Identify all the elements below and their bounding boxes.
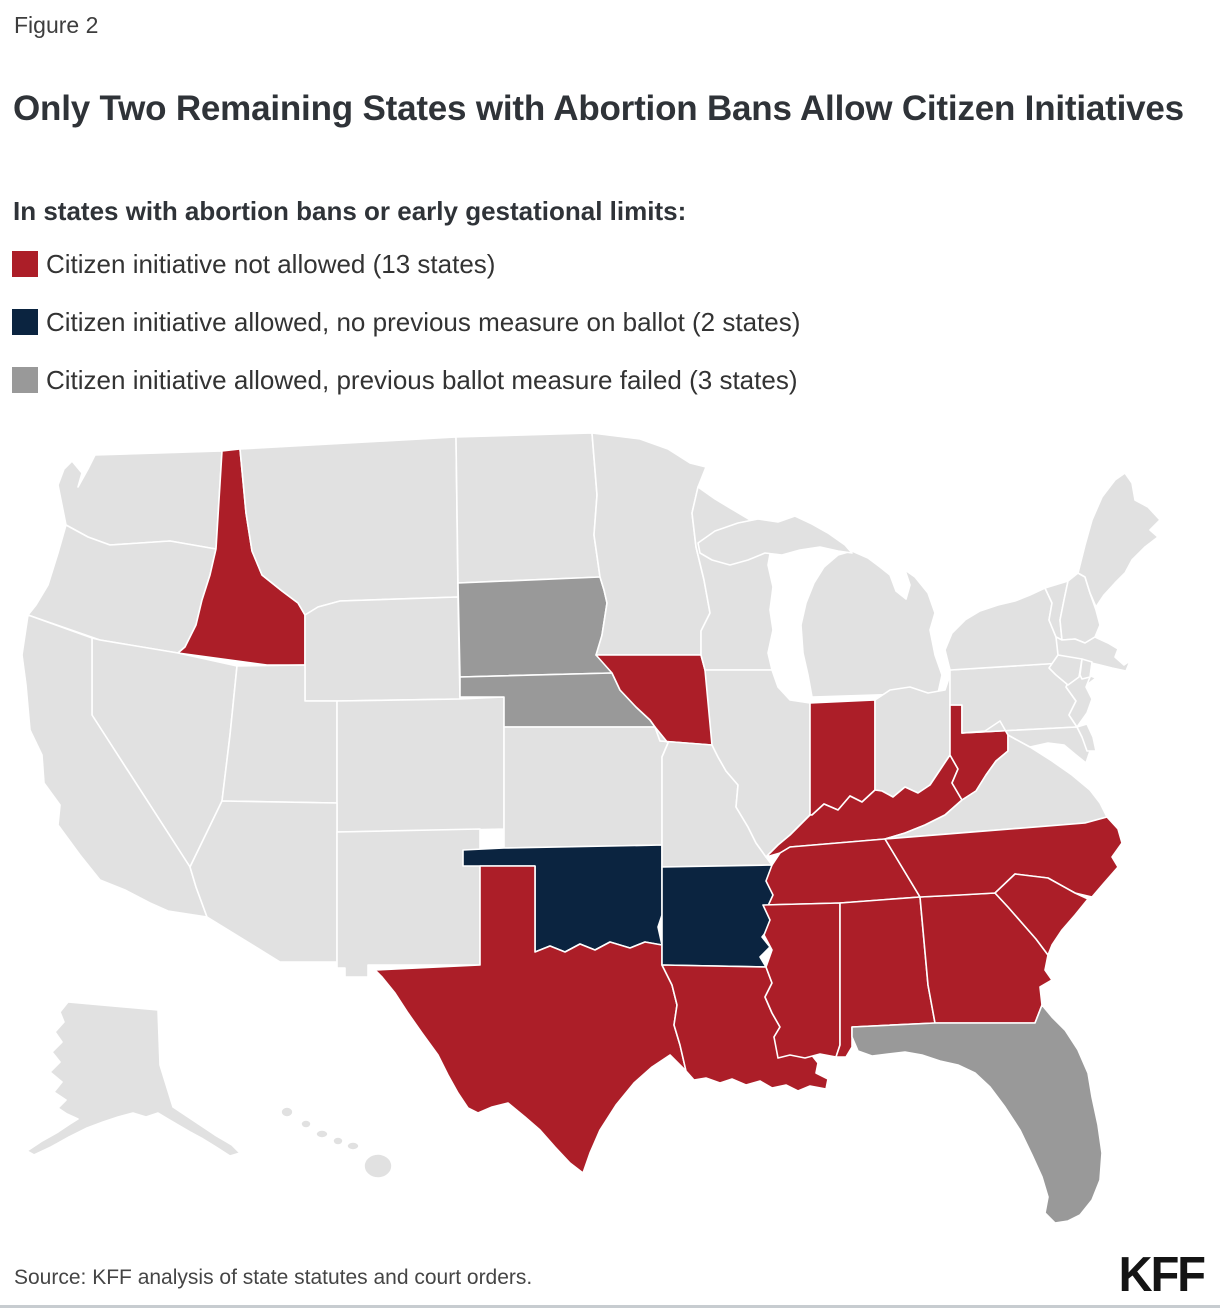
state-IN (809, 699, 876, 816)
state-MI-lower (800, 550, 943, 698)
legend-label: Citizen initiative not allowed (13 state… (46, 248, 496, 279)
state-SC (994, 873, 1089, 956)
state-AZ (189, 800, 338, 963)
legend: Citizen initiative not allowed (13 state… (12, 248, 800, 422)
state-AR (661, 864, 774, 968)
legend-heading: In states with abortion bans or early ge… (13, 196, 687, 226)
state-HI-island (315, 1129, 329, 1139)
legend-label: Citizen initiative allowed, no previous … (46, 306, 801, 337)
figure-label: Figure 2 (14, 12, 99, 38)
state-MA (1055, 636, 1131, 672)
state-HI-big-island (363, 1153, 393, 1179)
kff-logo: KFF (1118, 1245, 1206, 1302)
state-MS (762, 902, 841, 1059)
legend-swatch-navy (12, 309, 38, 335)
state-DE (1076, 723, 1097, 752)
state-ME (1077, 472, 1161, 608)
state-FL (851, 1004, 1103, 1224)
state-MN (591, 432, 711, 656)
legend-item-allowed-no-measure: Citizen initiative allowed, no previous … (12, 306, 800, 338)
state-HI-island (346, 1141, 360, 1151)
state-HI-island (280, 1106, 294, 1118)
legend-item-allowed-measure-failed: Citizen initiative allowed, previous bal… (12, 364, 800, 396)
state-SD (457, 576, 613, 678)
state-KS (503, 726, 669, 849)
state-TX (374, 865, 687, 1174)
figure-title: Only Two Remaining States with Abortion … (13, 89, 1184, 129)
legend-swatch-gray (12, 367, 38, 393)
state-ND (455, 432, 601, 584)
source-note: Source: KFF analysis of state statutes a… (14, 1266, 533, 1289)
state-NM (336, 828, 481, 978)
state-MI-upper (697, 515, 853, 566)
legend-swatch-red (12, 251, 38, 277)
state-WI (691, 486, 774, 671)
bottom-divider (0, 1305, 1220, 1308)
states-group (21, 432, 1161, 1224)
us-choropleth-map (0, 425, 1220, 1237)
legend-item-not-allowed: Citizen initiative not allowed (13 state… (12, 248, 800, 280)
state-AK (26, 1001, 241, 1157)
state-WY (304, 596, 461, 702)
state-HI-island (332, 1136, 344, 1146)
state-CO (336, 696, 505, 833)
state-NC (884, 816, 1123, 898)
legend-label: Citizen initiative allowed, previous bal… (46, 364, 798, 395)
state-RI (1079, 658, 1093, 680)
state-HI-island (300, 1119, 312, 1129)
state-VA (884, 734, 1108, 840)
